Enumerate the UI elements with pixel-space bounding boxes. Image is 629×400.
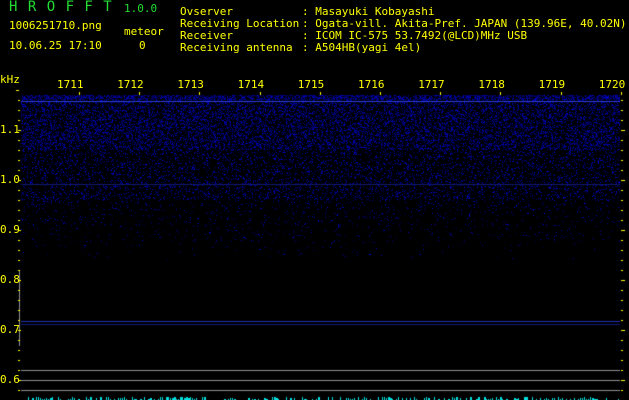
app-version: 1.0.0 [124,2,158,15]
meteor-count: 0 [139,39,146,52]
x-tick-label: 1716 [358,78,385,91]
x-tick-label: 1713 [177,78,204,91]
observer-value: : Masayuki Kobayashi [302,5,435,18]
antenna-value: : A504HB(yagi 4el) [302,41,422,54]
y-tick-label: 0.6 [0,373,20,386]
receiver-label: Receiver [180,29,233,42]
y-tick-label: 0.8 [0,273,20,286]
y-unit-label: kHz [0,73,20,86]
y-tick-label: 0.9 [0,223,20,236]
filename: 1006251710.png [9,19,102,32]
x-tick-label: 1714 [237,78,265,91]
location-label: Receiving Location [180,17,300,30]
y-tick-label: 1.0 [0,173,20,186]
datetime: 10.06.25 17:10 [9,39,102,52]
antenna-label: Receiving antenna [180,41,293,54]
app-title: H R O F F T [9,0,113,15]
x-tick-label: 1720 [598,78,626,91]
x-tick-label: 1718 [478,78,505,91]
x-tick-label: 1719 [538,78,566,91]
y-tick-label: 1.1 [0,123,20,136]
y-tick-label: 0.7 [0,323,20,336]
x-tick-label: 1715 [297,78,325,91]
observer-label: Ovserver [180,5,233,18]
receiver-value: : ICOM IC-575 53.7492(@LCD)MHz USB [302,29,528,42]
x-tick-label: 1717 [418,78,445,91]
x-tick-label: 1712 [117,78,144,91]
meteor-label: meteor [124,25,164,38]
x-tick-label: 1711 [57,78,84,91]
location-value: : Ogata-vill. Akita-Pref. JAPAN (139.96E… [302,17,627,30]
